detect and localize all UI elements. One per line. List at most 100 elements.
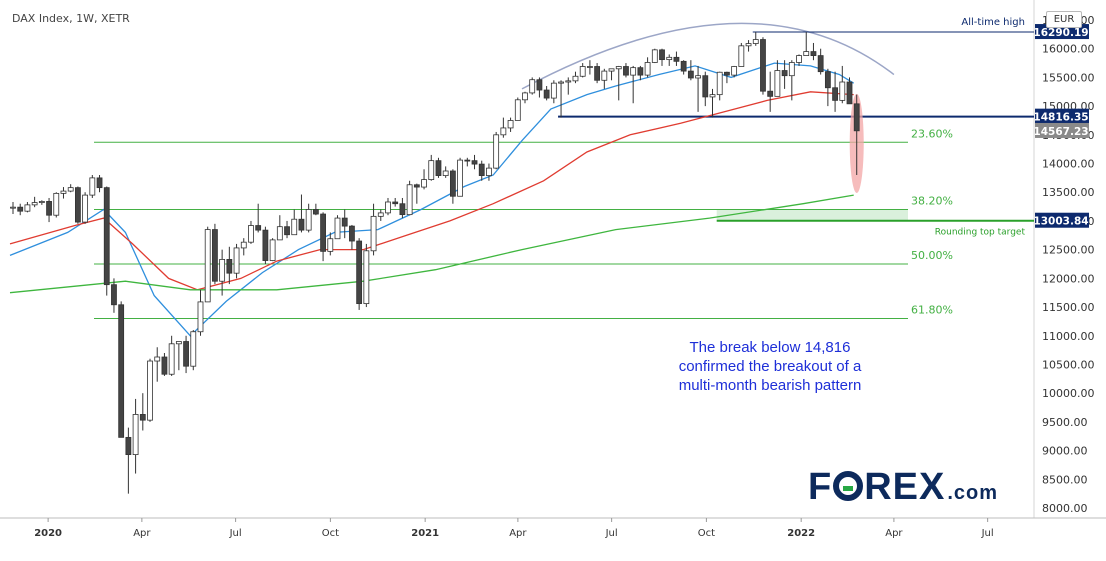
y-tick-label: 12000.00: [1042, 272, 1095, 285]
candle-body: [67, 187, 74, 192]
price-tag-label: 14816.35: [1033, 112, 1088, 124]
candle-body: [96, 177, 103, 189]
candle-body: [183, 341, 189, 367]
candle-body: [269, 239, 276, 261]
candle-body: [327, 238, 334, 252]
annotation-line: confirmed the breakout of a: [678, 358, 862, 375]
candle-body: [760, 39, 766, 92]
candle-body: [147, 360, 153, 421]
candle-body: [651, 49, 658, 63]
candle-body: [543, 89, 550, 99]
candle-body: [724, 71, 730, 76]
candle-body: [810, 51, 817, 56]
candle-body: [370, 215, 377, 252]
candle-body: [587, 66, 593, 68]
candle-body: [10, 206, 16, 209]
y-tick-label: 15500.00: [1042, 71, 1095, 84]
candle-body: [212, 229, 218, 282]
fib-level-label: 38.20%: [911, 194, 953, 207]
y-tick-label: 13500.00: [1042, 186, 1095, 199]
y-tick-label: 16000.00: [1042, 43, 1095, 56]
x-tick-label: Oct: [698, 528, 715, 539]
candle-body: [745, 43, 752, 47]
price-tag: [1035, 122, 1089, 138]
candle-body: [341, 217, 348, 227]
candle-body: [233, 247, 240, 274]
candle-body: [291, 218, 298, 236]
candle-body: [514, 99, 521, 121]
y-tick-label: 14000.00: [1042, 158, 1095, 171]
candle-body: [774, 70, 781, 97]
candle-body: [853, 103, 860, 132]
currency-label[interactable]: EUR: [1046, 11, 1082, 28]
annotation-line: multi-month bearish pattern: [678, 377, 862, 394]
annotation-text: The break below 14,816 confirmed the bre…: [640, 338, 900, 395]
candle-body: [60, 190, 67, 194]
candle-body: [702, 75, 709, 98]
candle-body: [637, 67, 644, 76]
y-tick-label: 9500.00: [1042, 416, 1088, 429]
candle-body: [471, 160, 478, 165]
candle-body: [601, 70, 608, 81]
fib-level-label: 61.80%: [911, 304, 953, 317]
candle-body: [413, 184, 420, 188]
target-zone: [716, 209, 908, 221]
candle-body: [385, 201, 391, 214]
candle-body: [486, 167, 492, 176]
candle-body: [312, 209, 319, 215]
x-tick-label: 2020: [34, 528, 62, 539]
candle-body: [154, 356, 161, 362]
candle-body: [103, 187, 110, 286]
candle-body: [478, 163, 485, 176]
candle-body: [356, 240, 363, 305]
candle-body: [507, 120, 514, 129]
candle-body: [464, 159, 471, 162]
candle-body: [608, 68, 615, 72]
candle-body: [839, 81, 846, 101]
candle-body: [17, 206, 24, 212]
candle-body: [623, 66, 629, 76]
candle-body: [550, 82, 557, 99]
candle-body: [175, 341, 182, 345]
candle-body: [31, 202, 38, 206]
candle-body: [255, 225, 262, 231]
brand-o-icon: [833, 471, 864, 501]
candle-body: [349, 225, 355, 242]
candle-body: [695, 75, 701, 79]
candle-body: [565, 80, 572, 83]
x-tick-label: 2021: [411, 528, 439, 539]
candle-body: [615, 66, 622, 70]
candle-body: [522, 92, 528, 101]
candle-body: [630, 67, 637, 76]
candle-body: [53, 192, 60, 216]
candle-body: [320, 213, 326, 252]
candle-body: [240, 241, 247, 249]
candle-body: [680, 60, 687, 72]
x-tick-label: Jul: [981, 528, 994, 539]
price-tag: [1035, 212, 1089, 228]
candle-body: [666, 56, 673, 61]
candle-body: [363, 250, 370, 305]
x-tick-label: Apr: [885, 528, 903, 539]
candle-body: [139, 414, 146, 421]
candle-body: [846, 81, 853, 105]
x-tick-label: Jul: [605, 528, 618, 539]
candle-body: [659, 49, 665, 61]
x-tick-label: Jul: [229, 528, 242, 539]
y-tick-label: 10500.00: [1042, 358, 1095, 371]
candle-body: [75, 187, 81, 223]
candle-body: [687, 70, 694, 79]
candle-body: [579, 66, 586, 77]
x-tick-label: Apr: [133, 528, 151, 539]
rounding-top-arc: [521, 22, 895, 90]
annotation-line: The break below 14,816: [689, 339, 851, 356]
candle-body: [673, 56, 680, 62]
price-tag: [1035, 108, 1089, 124]
y-tick-label: 8500.00: [1042, 473, 1088, 486]
candle-body: [709, 94, 716, 98]
brand-suffix: REX: [864, 466, 946, 508]
candle-body: [824, 71, 831, 89]
candle-body: [493, 134, 500, 169]
